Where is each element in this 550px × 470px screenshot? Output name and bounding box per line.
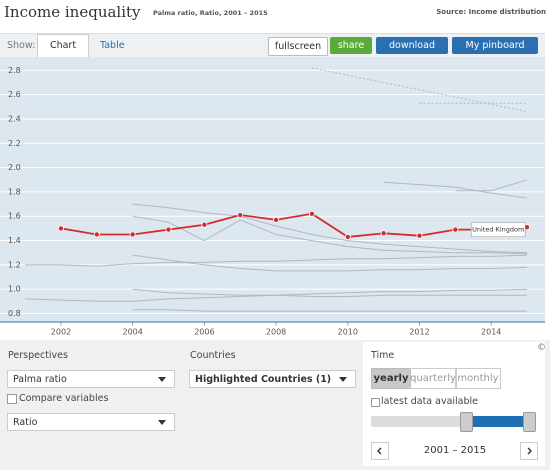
x-tick-label: 2012 [409, 328, 429, 337]
title: Income inequality [4, 3, 141, 21]
perspectives-label: Perspectives [8, 350, 68, 361]
data-point [129, 231, 136, 238]
series-line [383, 181, 528, 199]
series-line [25, 254, 528, 267]
time-label: Time [371, 350, 395, 361]
copyright: © [537, 343, 546, 353]
freq-quarterly[interactable]: quarterly [409, 368, 457, 389]
subtitle: Palma ratio, Ratio, 2001 – 2015 [153, 9, 268, 17]
source: Source: Income distribution [436, 8, 546, 16]
y-tick-label: 2.0 [8, 163, 21, 172]
y-tick-label: 1.2 [8, 260, 21, 269]
unit-select[interactable]: Ratio [7, 413, 175, 431]
data-point [165, 226, 172, 233]
data-point [273, 216, 280, 223]
share-button[interactable]: share [330, 37, 372, 54]
series-line [455, 179, 528, 192]
x-tick-label: 2010 [338, 328, 358, 337]
slider-range [466, 416, 529, 427]
data-point [416, 232, 423, 239]
data-point [201, 221, 208, 228]
series-line [132, 288, 528, 297]
x-tick-label: 2014 [481, 328, 501, 337]
series-line [132, 309, 528, 312]
next-button[interactable] [520, 442, 538, 460]
y-tick-label: 2.6 [8, 90, 21, 99]
data-point [237, 212, 244, 219]
y-tick-label: 1.0 [8, 285, 21, 294]
y-tick-label: 2.8 [8, 66, 21, 75]
label-box [470, 222, 526, 237]
prev-button[interactable] [371, 442, 389, 460]
unit-value: Ratio [13, 417, 38, 428]
next-icon [527, 447, 532, 455]
show-label: Show: [7, 40, 36, 51]
perspective-value: Palma ratio [13, 374, 67, 385]
y-tick-label: 1.6 [8, 212, 21, 221]
time-panel [363, 342, 545, 466]
data-point [308, 210, 315, 217]
data-point [380, 230, 387, 237]
tab-table[interactable]: Table [100, 40, 125, 51]
slider-track [371, 416, 536, 427]
compare-checkbox[interactable] [7, 394, 17, 404]
time-range: 2001 – 2015 [423, 445, 487, 456]
y-tick-label: 1.4 [8, 236, 21, 245]
chart: 0.8 1.0 1.2 1.4 1.6 1.8 2.0 2.2 2.4 2.6 2.8 2002 200… [0, 57, 545, 337]
x-tick-label: 2002 [51, 328, 71, 337]
series-line [311, 67, 528, 113]
pinboard-button[interactable]: My pinboard [452, 37, 538, 54]
freq-monthly[interactable]: monthly [455, 368, 501, 389]
highlight-line [60, 212, 528, 238]
x-tick-label: 2006 [194, 328, 214, 337]
data-point [344, 233, 351, 240]
perspective-select[interactable]: Palma ratio [7, 370, 175, 388]
data-point [93, 231, 100, 238]
series-line [132, 254, 528, 272]
plot-background [0, 57, 545, 322]
slider-handle[interactable] [460, 412, 473, 432]
series-label: United Kingdom [470, 222, 526, 237]
download-button[interactable]: download [376, 37, 448, 54]
countries-value: Highlighted Countries (1) [195, 374, 332, 385]
y-tick-label: 0.8 [8, 309, 21, 318]
x-tick-label: 2004 [122, 328, 142, 337]
y-tick-label: 2.2 [8, 139, 21, 148]
slider-handle[interactable] [523, 412, 536, 432]
countries-select[interactable]: Highlighted Countries (1) [189, 370, 356, 388]
tab-chart[interactable]: Chart [37, 34, 89, 57]
label-text: United Kingdom [472, 226, 524, 234]
y-tick-label: 2.4 [8, 114, 21, 123]
freq-yearly[interactable]: yearly [371, 368, 411, 389]
y-tick-label: 1.8 [8, 187, 21, 196]
x-tick-label: 2008 [266, 328, 286, 337]
latest-checkbox[interactable] [371, 398, 380, 407]
data-point [452, 226, 459, 233]
data-point [57, 225, 64, 232]
series-line [132, 215, 528, 255]
latest-label: latest data available [381, 396, 479, 407]
series-line [132, 203, 528, 254]
compare-label: Compare variables [19, 393, 109, 404]
countries-label: Countries [190, 350, 236, 361]
prev-icon [377, 447, 382, 455]
fullscreen-button[interactable]: fullscreen [268, 37, 328, 56]
